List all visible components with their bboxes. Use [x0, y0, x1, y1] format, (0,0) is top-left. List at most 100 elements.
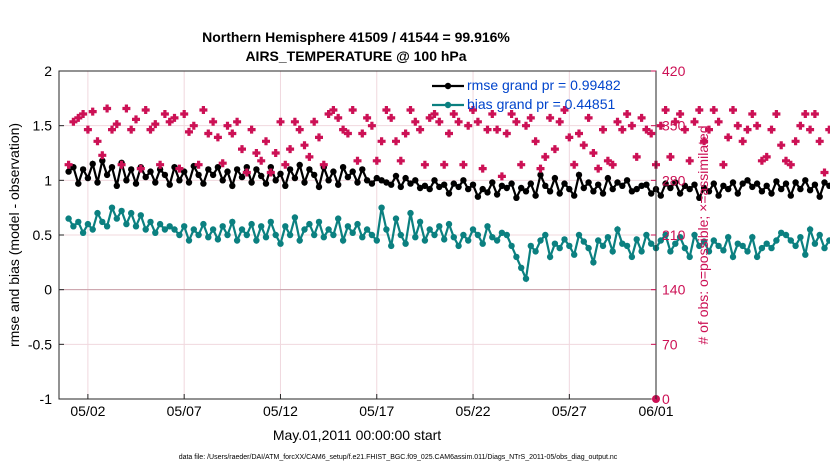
obs-count-marker-shape: [170, 113, 179, 122]
data-point-1: [441, 236, 448, 243]
obs-count-marker-shape: [420, 160, 429, 169]
data-point-1: [363, 226, 371, 233]
data-point-1: [339, 237, 347, 244]
data-point-0: [363, 177, 371, 184]
obs-count-marker: [252, 149, 261, 157]
obs-count-marker-shape: [127, 125, 136, 134]
obs-count-marker: [392, 137, 400, 146]
obs-count-marker: [705, 125, 713, 134]
data-point-1: [209, 226, 217, 233]
data-point-0: [806, 187, 814, 194]
data-point-0: [561, 180, 568, 187]
data-point-0: [527, 180, 534, 187]
data-point-1: [720, 247, 727, 254]
data-point-1: [253, 237, 260, 244]
axes-layer: -1 -0.5 0 0.5 1 1.5 2 0 70 140 210 280 350 420 05/02 05…: [28, 63, 686, 419]
data-point-0: [700, 184, 708, 192]
obs-count-marker-shape: [329, 106, 338, 114]
data-point-0: [325, 177, 332, 184]
data-point-1: [248, 220, 255, 228]
data-point-0: [253, 166, 260, 173]
obs-count-marker: [700, 137, 709, 146]
data-point-1: [676, 234, 684, 241]
data-point-0: [696, 194, 703, 201]
obs-count-marker-shape: [228, 129, 237, 138]
obs-count-marker-shape: [223, 121, 232, 130]
obs-count-marker: [531, 137, 540, 146]
data-point-1: [277, 240, 284, 247]
data-point-0: [156, 166, 164, 173]
obs-count-marker-shape: [343, 129, 352, 138]
data-point-0: [546, 188, 554, 195]
legend-swatch-marker: [444, 82, 452, 90]
obs-count-marker-shape: [262, 137, 270, 146]
data-point-1: [368, 231, 376, 239]
obs-count-marker-shape: [189, 121, 198, 130]
obs-count-marker-shape: [627, 121, 636, 130]
obs-count-marker: [642, 125, 651, 134]
obs-count-marker: [550, 145, 559, 154]
obs-count-marker-shape: [281, 160, 290, 169]
obs-count-marker-shape: [445, 129, 453, 138]
data-point-1: [619, 240, 626, 247]
obs-count-marker: [204, 129, 213, 138]
data-point-0: [595, 181, 602, 188]
obs-count-marker-shape: [767, 125, 776, 134]
data-point-1: [686, 253, 693, 261]
data-point-1: [460, 231, 467, 239]
data-point-0: [402, 174, 409, 182]
data-point-1: [551, 240, 559, 247]
data-point-0: [672, 179, 679, 186]
obs-count-marker: [425, 113, 434, 122]
obs-count-marker: [281, 160, 290, 169]
obs-count-marker-shape: [560, 106, 569, 114]
obs-count-marker-shape: [801, 110, 810, 118]
y-tick-label-left: -1: [40, 391, 53, 407]
obs-count-marker-shape: [387, 113, 396, 122]
data-point-0: [214, 164, 222, 171]
obs-count-marker: [671, 117, 680, 126]
obs-count-marker-shape: [623, 110, 632, 118]
data-point-1: [778, 229, 785, 236]
data-point-1: [802, 251, 809, 258]
data-point-0: [142, 173, 149, 181]
data-point-1: [479, 240, 486, 247]
obs-count-marker: [709, 106, 718, 114]
obs-count-marker: [416, 125, 425, 134]
obs-count-marker-shape: [714, 117, 723, 126]
data-point-1: [493, 237, 501, 244]
data-point-1: [113, 215, 121, 222]
data-point-0: [161, 171, 169, 179]
obs-count-marker: [377, 137, 386, 146]
obs-count-marker-shape: [353, 156, 362, 165]
obs-count-marker-shape: [507, 110, 516, 118]
obs-count-marker-shape: [276, 117, 285, 126]
data-point-1: [821, 244, 828, 252]
obs-count-marker: [603, 156, 612, 165]
obs-count-marker-shape: [295, 125, 304, 134]
obs-count-marker-shape: [666, 152, 675, 161]
obs-count-marker: [772, 110, 781, 118]
obs-count-marker-shape: [324, 110, 333, 118]
obs-count-marker: [647, 129, 656, 138]
y-tick-label-left: -0.5: [28, 336, 52, 352]
data-point-1: [768, 244, 775, 252]
data-point-1: [696, 242, 703, 250]
obs-count-marker: [469, 106, 477, 114]
data-point-1: [566, 242, 573, 250]
data-point-1: [431, 231, 438, 239]
data-point-0: [802, 177, 809, 184]
obs-count-marker-shape: [772, 110, 781, 118]
data-point-1: [648, 240, 655, 247]
obs-count-marker: [565, 133, 574, 142]
data-point-1: [185, 237, 193, 244]
obs-count-marker-shape: [271, 149, 280, 157]
data-point-1: [156, 220, 164, 228]
obs-count-marker-shape: [367, 121, 376, 130]
obs-count-marker-shape: [218, 159, 227, 168]
data-point-1: [546, 253, 554, 261]
data-point-0: [662, 180, 669, 187]
data-point-0: [542, 182, 549, 189]
data-point-0: [705, 188, 713, 195]
obs-count-marker: [189, 121, 198, 130]
